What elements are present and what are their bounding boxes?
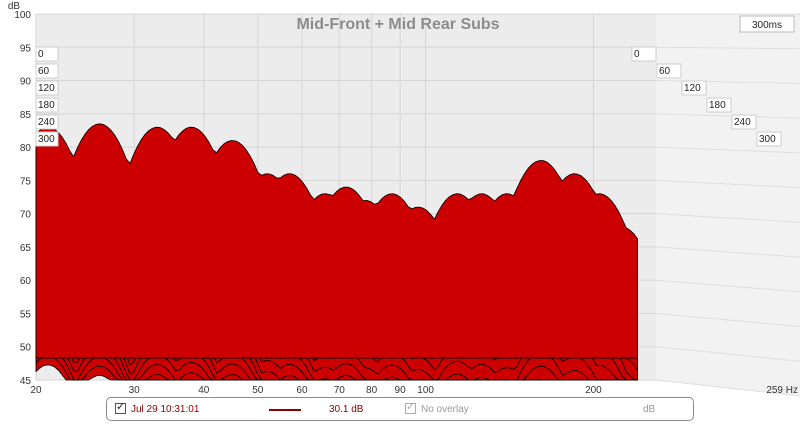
time-label-left: 60 [38,66,50,77]
x-tick-label: 30 [129,385,141,396]
time-label-box-right [731,114,757,130]
y-tick-label: 95 [20,43,32,54]
y-tick-label: 70 [20,210,32,221]
grid-line-side [655,312,800,328]
grid-line-side [655,46,800,50]
time-label-box-right [656,63,682,79]
time-label-left: 180 [38,100,55,111]
grid-line-side [655,146,800,154]
waterfall-slices [35,123,638,381]
series-line-swatch [269,409,301,411]
time-range-label: 300ms [752,20,782,31]
grid-line-side [655,179,800,189]
time-label-right: 60 [659,66,671,77]
chart-title: Mid-Front + Mid Rear Subs [296,16,499,33]
series-label: Jul 29 10:31:01 [131,404,200,415]
time-label-right: 180 [709,100,726,111]
time-range-box [739,15,795,33]
y-tick-label: 55 [20,309,32,320]
time-label-right: 0 [634,49,640,60]
time-label-box-left [35,97,59,113]
y-tick-label: 85 [20,110,32,121]
overlay-label: No overlay [421,404,469,415]
time-label-box-right [681,80,707,96]
side-wall [656,14,800,396]
x-tick-label: 70 [334,385,346,396]
grid-line-side [655,346,800,362]
legend-bar: Jul 29 10:31:01 30.1 dB No overlay dB [106,397,694,421]
grid-line-side [655,279,800,293]
time-label-box-right [706,97,732,113]
y-tick-label: 65 [20,243,32,254]
x-tick-label: 90 [395,385,407,396]
waterfall-slice [35,123,638,359]
grid-line-side [655,379,800,396]
x-tick-label: 200 [585,385,602,396]
time-label-left: 120 [38,83,55,94]
time-label-box-left [35,131,59,147]
y-tick-label: 75 [20,176,32,187]
y-tick-label: 50 [20,343,32,354]
grid-line-side [655,213,800,223]
time-label-box-right [631,46,657,62]
x-tick-label: 100 [417,385,434,396]
series-value: 30.1 dB [329,404,364,415]
unit-label: dB [643,404,656,415]
axis-labels: 45 50 55 60 65 70 75 80 85 90 95 100 20 30 40 50 60 70 80 9… [8,1,798,396]
time-label-box-left [35,80,59,96]
time-label-box-left [35,114,59,130]
y-tick-label: 100 [14,10,31,21]
time-label-right: 120 [684,83,701,94]
overlay-checkbox[interactable] [405,400,416,414]
grid-line-side [655,246,800,258]
x-tick-label: 60 [296,385,308,396]
y-tick-label: 90 [20,77,32,88]
x-tick-label: 80 [366,385,378,396]
time-label-box-left [35,46,59,62]
time-label-box-right [756,131,782,147]
grid-line-side [655,113,800,119]
time-label-left: 300 [38,134,55,145]
time-label-left: 0 [38,49,44,60]
y-tick-label: 80 [20,143,32,154]
y-tick-label: 60 [20,276,32,287]
x-tick-label: 20 [30,385,42,396]
time-label-right: 300 [759,134,776,145]
grid-line-side [655,80,800,84]
time-label-box-left [35,63,59,79]
y-axis-label: dB [8,1,21,12]
y-tick-label: 45 [20,376,32,387]
series-checkbox[interactable] [115,400,126,414]
waterfall-chart: 45 50 55 60 65 70 75 80 85 90 95 100 20 30 40 50 60 70 80 9… [8,1,800,396]
time-label-left: 240 [38,117,55,128]
x-unit-label: 259 Hz [766,385,798,396]
time-label-right: 240 [734,117,751,128]
x-tick-label: 40 [198,385,210,396]
x-tick-label: 50 [252,385,264,396]
